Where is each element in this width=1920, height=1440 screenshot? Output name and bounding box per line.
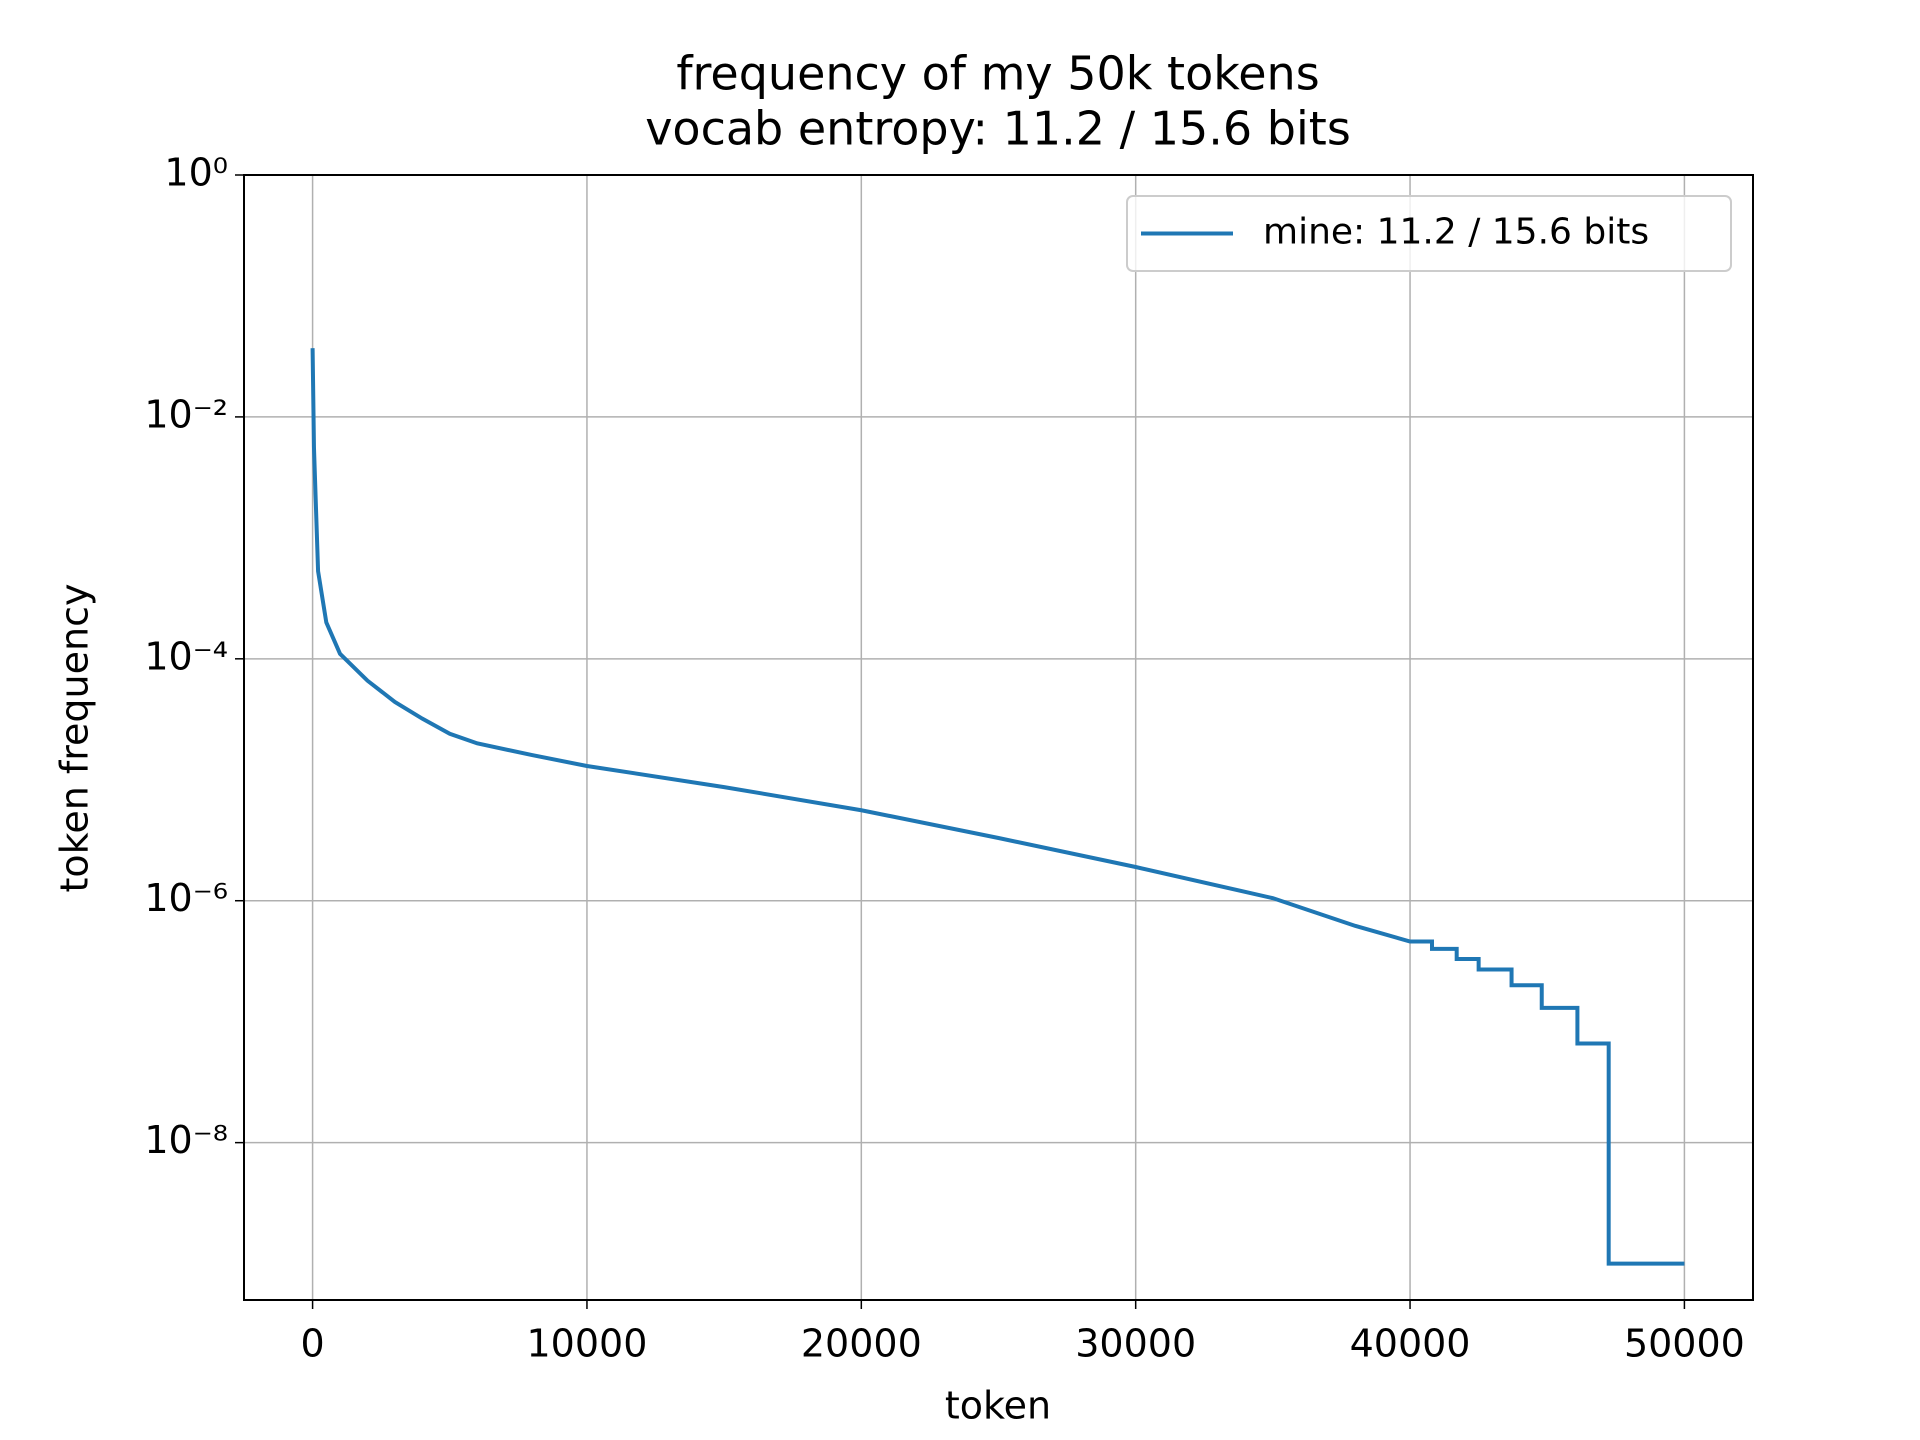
x-tick-label: 20000 (801, 1322, 922, 1366)
legend-box (1126, 195, 1732, 272)
x-tick-label: 0 (300, 1322, 324, 1366)
chart-title: frequency of my 50k tokens (676, 47, 1319, 101)
y-tick-label: 10⁻⁶ (144, 876, 228, 920)
legend-label: mine: 11.2 / 15.6 bits (1263, 212, 1649, 253)
x-tick-label: 30000 (1075, 1322, 1196, 1366)
x-tick-label: 50000 (1624, 1322, 1745, 1366)
axes-frame (243, 174, 1754, 1301)
x-tick-label: 40000 (1350, 1322, 1471, 1366)
x-axis-label: token (945, 1384, 1051, 1428)
data-line (310, 348, 1685, 1266)
x-tick-label: 10000 (527, 1322, 648, 1366)
y-tick-label: 10⁻⁸ (144, 1118, 228, 1162)
y-tick-label: 10⁻⁴ (144, 634, 228, 678)
y-tick-label: 10⁰ (164, 151, 228, 195)
y-tick-label: 10⁻² (144, 392, 228, 436)
y-axis-label: token frequency (53, 584, 97, 893)
chart-subtitle: vocab entropy: 11.2 / 15.6 bits (645, 102, 1351, 156)
